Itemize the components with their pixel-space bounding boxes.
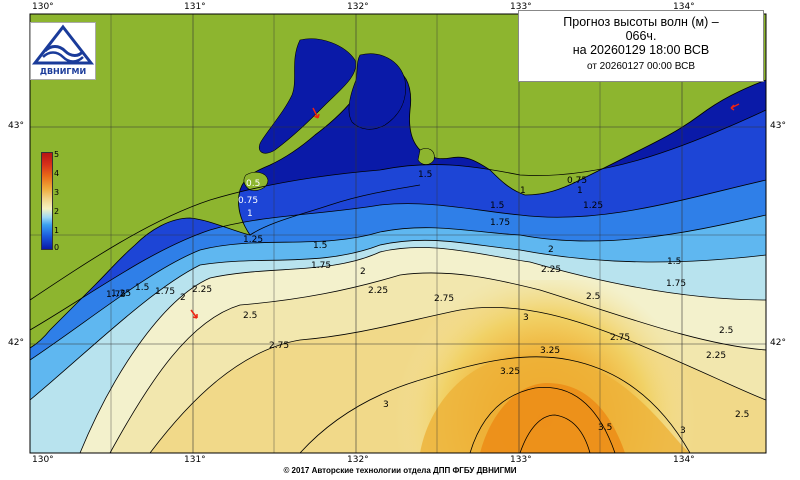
island-russky: [243, 171, 269, 191]
lat-left-43: 43°: [8, 121, 24, 131]
lon-top-131: 131°: [184, 2, 206, 12]
contour-label-125: 1.25: [243, 235, 263, 245]
contour-label-15-d: 1.5: [667, 257, 681, 267]
contour-label-1-b: 1: [520, 186, 526, 196]
legend-label-4: 4: [54, 169, 60, 178]
title-line-1: Прогноз высоты волн (м) –: [563, 15, 719, 29]
contour-label-05: 0.5: [246, 179, 260, 189]
legend-label-2: 2: [54, 207, 60, 216]
contour-label-175-c: 1.75: [106, 290, 126, 300]
contour-label-125-c: 1.25: [111, 289, 131, 299]
contour-label-1-c: 1: [577, 186, 583, 196]
contour-label-15: 1.5: [313, 241, 327, 251]
contour-label-15-c: 1.5: [490, 201, 504, 211]
copyright-footer: © 2017 Авторские технологии отдела ДПП Ф…: [283, 466, 517, 475]
contour-label-2-c: 2: [180, 293, 186, 303]
graticule: [30, 14, 766, 453]
ussuri-bay: [348, 53, 406, 130]
contour-label-2-b: 2: [548, 245, 554, 255]
contour-label-125-b: 1.25: [583, 201, 603, 211]
lat-right-42: 42°: [770, 338, 786, 348]
contour-label-25-b: 2.5: [586, 292, 600, 302]
contour-label-2-d: 2.5: [719, 326, 733, 336]
contour-label-175-b: 1.75: [490, 218, 510, 228]
lon-top-130: 130°: [32, 2, 54, 12]
contour-label-25-c: 2.5: [735, 410, 749, 420]
lon-top-133: 133°: [510, 2, 532, 12]
legend-label-5: 5: [54, 150, 60, 159]
lon-bottom-134: 134°: [673, 455, 695, 465]
contour-label-3-c: 3: [523, 313, 529, 323]
lon-bottom-133: 133°: [510, 455, 532, 465]
contour-label-275-b: 2.75: [434, 294, 454, 304]
forecast-title-box: Прогноз высоты волн (м) – 066ч. на 20260…: [518, 10, 764, 82]
amur-bay: [258, 38, 357, 154]
dvnigmi-logo: ДВНИГМИ: [30, 22, 96, 80]
contour-label-group: 0.5 0.75 1 1.25 1.5 1.75 2 2.25 2.5 2.75…: [106, 170, 749, 436]
contour-label-225: 2.25: [368, 286, 388, 296]
legend-label-3: 3: [54, 188, 60, 197]
lon-bottom-131: 131°: [184, 455, 206, 465]
logo-text: ДВНИГМИ: [40, 67, 86, 76]
lon-top-132: 132°: [347, 2, 369, 12]
contour-label-075-b: 0.75: [567, 176, 587, 186]
title-line-3: на 20260129 18:00 ВСВ: [572, 43, 710, 57]
contour-label-325-b: 3.25: [500, 367, 520, 377]
title-line-4: от 20260127 00:00 ВСВ: [586, 61, 695, 72]
map-frame: [29, 13, 767, 454]
dvnigmi-wave-logo-icon: ДВНИГМИ: [31, 24, 95, 76]
contour-label-1: 1: [247, 209, 253, 219]
lon-top-134: 134°: [673, 2, 695, 12]
contour-label-175: 1.75: [311, 261, 331, 271]
contour-lines: [30, 109, 766, 453]
wave-direction-arrows: [190, 103, 740, 319]
contour-label-35: 3.5: [598, 423, 612, 433]
contour-label-325: 3.25: [540, 346, 560, 356]
contour-label-175-e: 1.75: [155, 287, 175, 297]
contour-label-3: 3: [383, 400, 389, 410]
contour-label-3-b: 3: [680, 426, 686, 436]
contour-label-225-b: 2.25: [541, 265, 561, 275]
lon-bottom-130: 130°: [32, 455, 54, 465]
lat-left-42: 42°: [8, 338, 24, 348]
contour-label-075: 0.75: [238, 196, 258, 206]
contour-label-15-b: 1.5: [418, 170, 432, 180]
contour-label-2: 2: [360, 267, 366, 277]
lat-right-43: 43°: [770, 121, 786, 131]
contour-label-275-c: 2.75: [610, 333, 630, 343]
island-askold: [417, 148, 435, 165]
contour-label-225-d: 2.25: [706, 351, 726, 361]
contour-label-225-c: 2.25: [192, 285, 212, 295]
band-3-5: [480, 382, 625, 453]
contour-label-275: 2.75: [269, 341, 289, 351]
legend-label-1: 1: [54, 226, 60, 235]
title-line-2: 066ч.: [625, 29, 657, 43]
lon-bottom-132: 132°: [347, 455, 369, 465]
contour-label-25: 2.5: [243, 311, 257, 321]
legend-label-0: 0: [54, 243, 60, 252]
color-legend-bar: [41, 152, 53, 250]
contour-label-175-d: 1.75: [666, 279, 686, 289]
contour-label-15-e: 1.5: [135, 283, 149, 293]
